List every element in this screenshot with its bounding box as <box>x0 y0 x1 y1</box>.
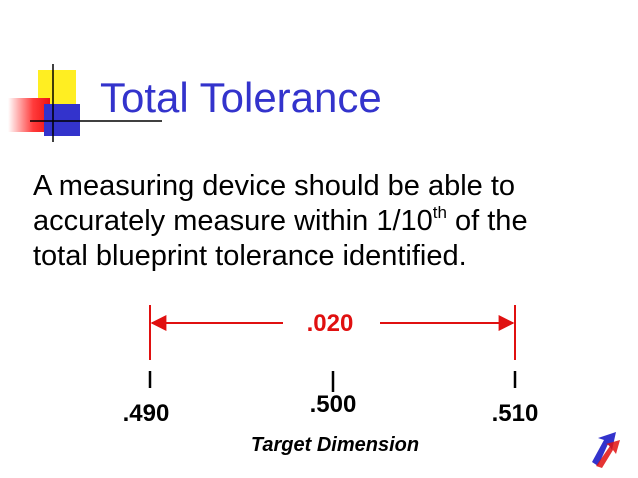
caption: Target Dimension <box>251 434 419 456</box>
nav-icon[interactable] <box>592 432 620 468</box>
high-label: .510 <box>492 400 539 427</box>
tolerance-dimension <box>149 305 516 360</box>
target-label: .500 <box>310 391 357 418</box>
slide-title: Total Tolerance <box>100 74 382 121</box>
title-decoration <box>8 64 162 142</box>
body-text: accurately measure within 1/10 <box>33 205 433 237</box>
tolerance-label: .020 <box>307 310 354 337</box>
body-line: accurately measure within 1/10th of the <box>33 203 528 237</box>
superscript: th <box>433 203 447 222</box>
body-line: A measuring device should be able to <box>33 170 515 202</box>
body-text: of the <box>447 205 528 237</box>
low-label: .490 <box>123 400 170 427</box>
body-line: total blueprint tolerance identified. <box>33 240 467 272</box>
ticks <box>148 371 517 392</box>
